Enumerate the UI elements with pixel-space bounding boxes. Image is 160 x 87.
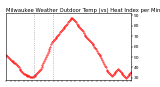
Text: Milwaukee Weather Outdoor Temp (vs) Heat Index per Minute (Last 24 Hours): Milwaukee Weather Outdoor Temp (vs) Heat…: [6, 8, 160, 13]
